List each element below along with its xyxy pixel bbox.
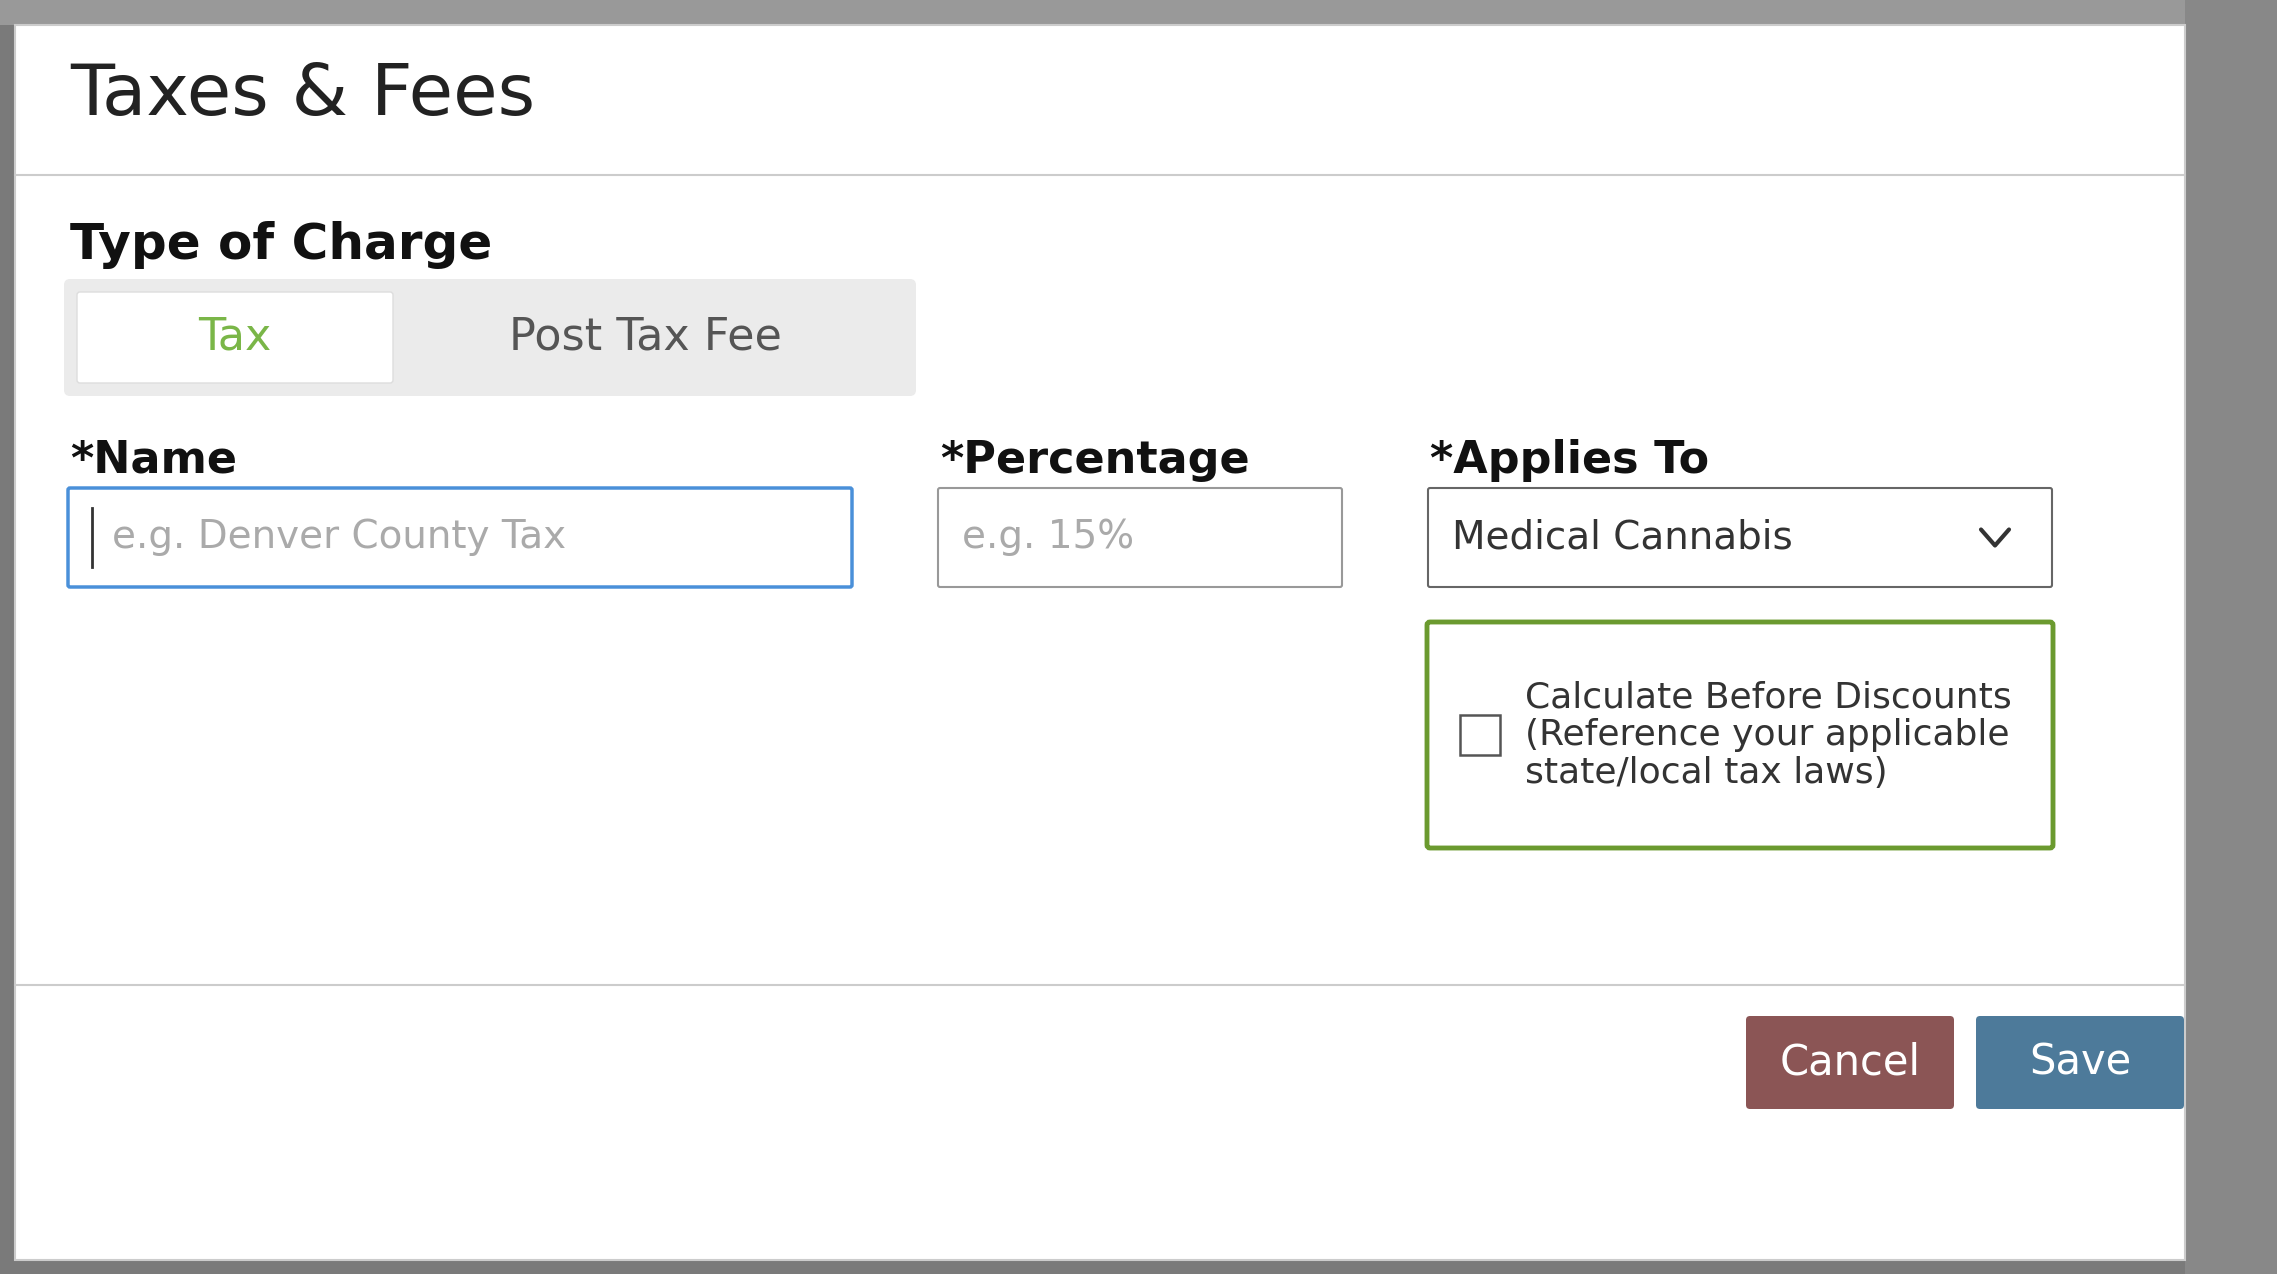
FancyBboxPatch shape <box>1976 1015 2184 1108</box>
Text: Save: Save <box>2029 1042 2131 1083</box>
Text: Taxes & Fees: Taxes & Fees <box>71 60 535 130</box>
Text: Calculate Before Discounts: Calculate Before Discounts <box>1526 680 2013 713</box>
FancyBboxPatch shape <box>1428 622 2054 848</box>
FancyBboxPatch shape <box>68 488 852 587</box>
FancyBboxPatch shape <box>1746 1015 1954 1108</box>
Text: (Reference your applicable: (Reference your applicable <box>1526 719 2011 752</box>
Bar <box>1460 715 1501 755</box>
FancyBboxPatch shape <box>64 279 915 396</box>
Text: e.g. 15%: e.g. 15% <box>961 519 1134 557</box>
FancyBboxPatch shape <box>1428 488 2052 587</box>
Text: e.g. Denver County Tax: e.g. Denver County Tax <box>112 519 567 557</box>
Bar <box>2186 0 2277 1274</box>
Text: *Name: *Name <box>71 438 237 482</box>
Bar <box>0 0 2277 25</box>
Text: state/local tax laws): state/local tax laws) <box>1526 755 1888 790</box>
Text: Post Tax Fee: Post Tax Fee <box>508 316 781 359</box>
Text: Medical Cannabis: Medical Cannabis <box>1453 519 1792 557</box>
Text: *Percentage: *Percentage <box>940 438 1250 482</box>
Text: Type of Charge: Type of Charge <box>71 220 492 269</box>
Text: Tax: Tax <box>198 316 271 359</box>
Text: *Applies To: *Applies To <box>1430 438 1710 482</box>
FancyBboxPatch shape <box>938 488 1341 587</box>
FancyBboxPatch shape <box>77 292 394 383</box>
Text: Cancel: Cancel <box>1781 1042 1920 1083</box>
